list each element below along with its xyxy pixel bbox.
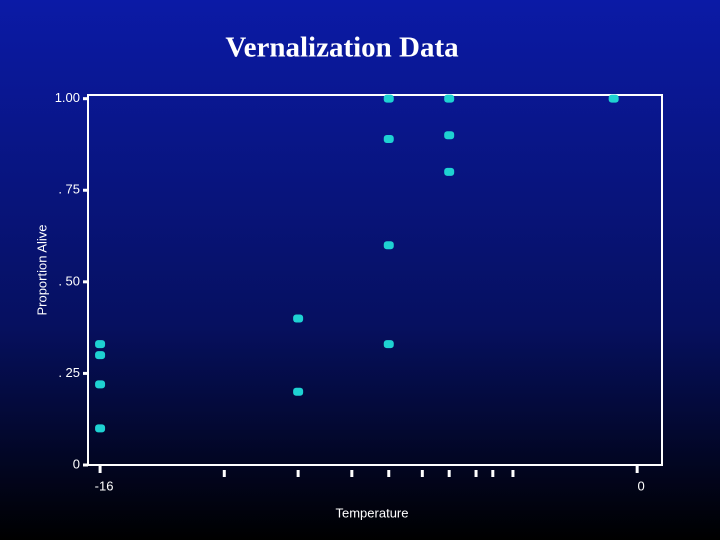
y-tick-label: . 25 [58, 365, 80, 380]
y-tick-label: 0 [73, 456, 80, 471]
point [608, 94, 619, 103]
point [95, 380, 106, 389]
point [444, 167, 455, 176]
point [95, 424, 106, 433]
point [383, 94, 394, 103]
point [444, 131, 455, 140]
point [383, 241, 394, 250]
point [293, 387, 304, 396]
y-tick-label: 1.00 [55, 90, 80, 105]
point [444, 94, 455, 103]
x-tick-label: -16 [95, 478, 114, 493]
point [383, 340, 394, 349]
point [293, 314, 304, 323]
point [383, 134, 394, 143]
point [95, 340, 106, 349]
point [95, 351, 106, 360]
y-tick-label: . 75 [58, 182, 80, 197]
chart-title: Vernalization Data [225, 32, 459, 64]
x-axis-label: Temperature [336, 505, 409, 520]
y-tick-label: . 50 [58, 273, 80, 288]
plot-frame [87, 94, 663, 466]
y-axis-label: Proportion Alive [34, 224, 49, 315]
x-tick-label: 0 [638, 478, 645, 493]
